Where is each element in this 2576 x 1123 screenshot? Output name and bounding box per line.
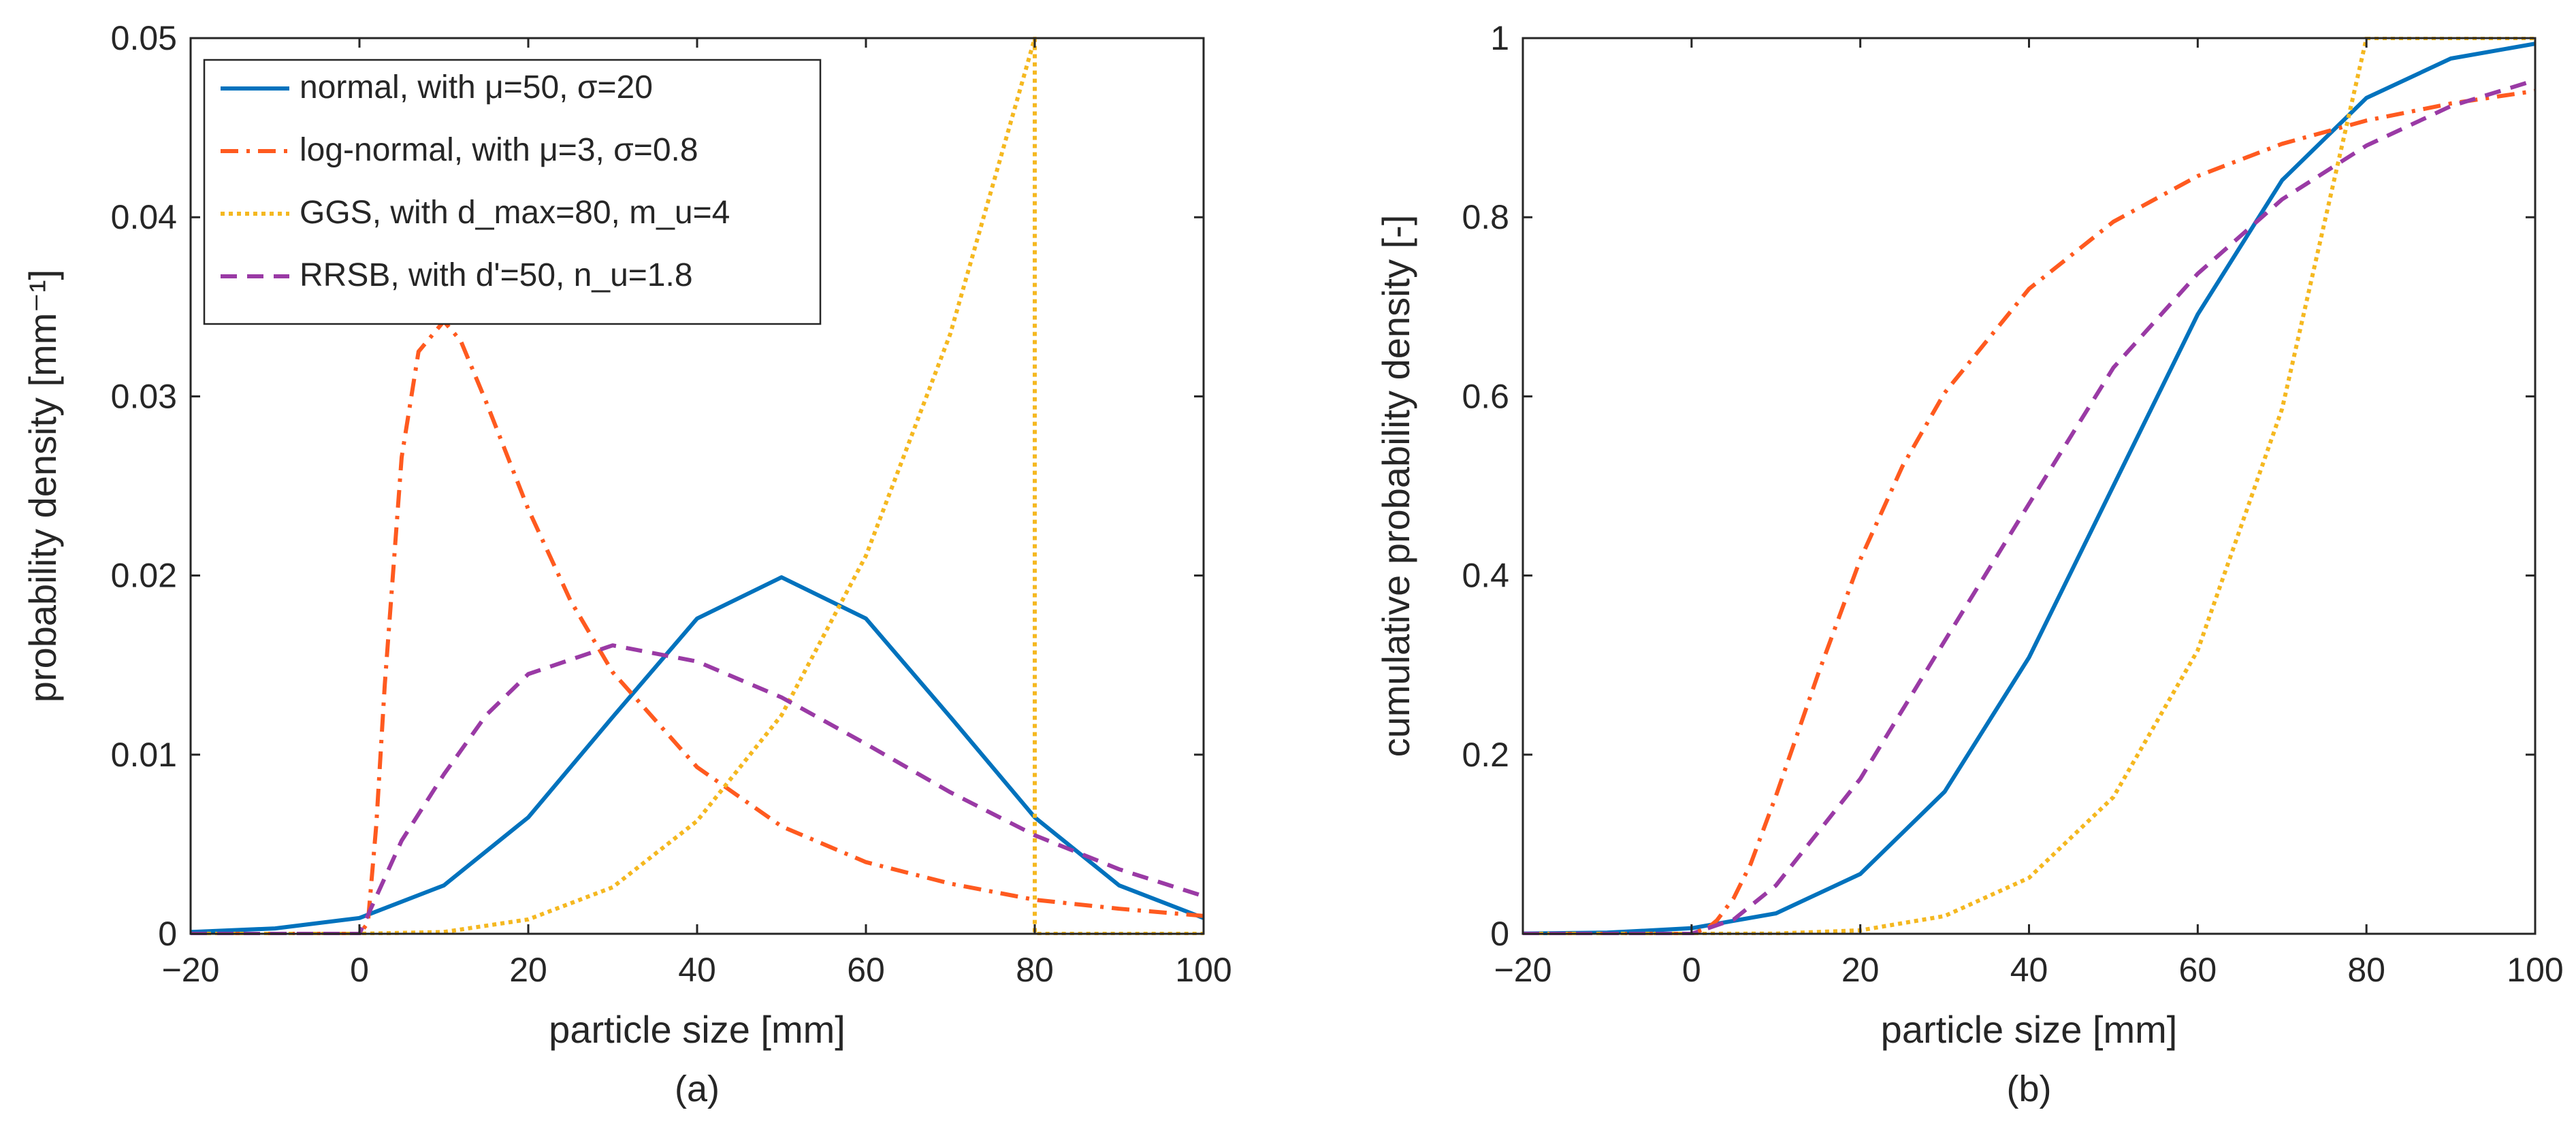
- chart-0-panel: −20 0 20 40 60 80 10000.010.020.030.040.05part…: [21, 19, 1232, 1109]
- chart-0-ytick-label: 0.03: [111, 377, 177, 415]
- chart-0-xtick-label: 0: [350, 951, 369, 989]
- chart-1-ytick-label: 0.8: [1462, 198, 1509, 236]
- chart-1-ytick-label: 0.6: [1462, 377, 1509, 415]
- chart-1-xlabel: particle size [mm]: [1881, 1008, 2178, 1051]
- chart-1-ylabel: cumulative probability density [-]: [1374, 215, 1417, 758]
- chart-1-xtick-label: 60: [2179, 951, 2217, 989]
- chart-1-ytick-label: 0.4: [1462, 557, 1509, 595]
- chart-0-ytick-label: 0.01: [111, 736, 177, 774]
- chart-0-xtick-label: −20: [162, 951, 220, 989]
- chart-0-ylabel: probability density [mm⁻¹]: [21, 270, 64, 702]
- chart-0-legend-label-0: normal, with μ=50, σ=20: [300, 69, 653, 105]
- chart-0-ytick-label: 0: [158, 915, 177, 953]
- chart-1-xtick-label: 40: [2010, 951, 2048, 989]
- chart-0-legend-label-3: RRSB, with d'=50, n_u=1.8: [300, 257, 693, 293]
- chart-0-ytick-label: 0.02: [111, 557, 177, 595]
- chart-1-xtick-label: −20: [1494, 951, 1552, 989]
- chart-0-legend-label-1: log-normal, with μ=3, σ=0.8: [300, 132, 698, 168]
- chart-0-series-3-line: [191, 643, 1204, 935]
- chart-1-series-2-line: [1523, 37, 2535, 935]
- chart-0-xtick-label: 60: [847, 951, 885, 989]
- chart-0-xtick-label: 100: [1175, 951, 1231, 989]
- chart-0-series-1-line: [191, 319, 1204, 935]
- chart-0-legend-label-2: GGS, with d_max=80, m_u=4: [300, 195, 730, 231]
- chart-0-ytick-label: 0.04: [111, 198, 177, 236]
- chart-1-xtick-label: 80: [2347, 951, 2385, 989]
- chart-1-series-3-line: [1523, 78, 2535, 935]
- chart-1-xtick-label: 0: [1682, 951, 1701, 989]
- chart-0-legend-box: [203, 59, 822, 325]
- chart-1-xtick-label: 100: [2507, 951, 2563, 989]
- chart-1-ytick-label: 1: [1490, 19, 1509, 57]
- chart-0-plot-area: [191, 37, 1204, 935]
- chart-1-ytick-label: 0.2: [1462, 736, 1509, 774]
- chart-0-legend: normal, with μ=50, σ=20 log-normal, with …: [203, 59, 822, 325]
- chart-1-xtick-label: 20: [1841, 951, 1880, 989]
- chart-0-series-2-line: [191, 37, 1204, 935]
- chart-0-xtick-label: 40: [678, 951, 716, 989]
- chart-0-panel-label: (a): [675, 1069, 720, 1109]
- chart-1-panel-label: (b): [2007, 1069, 2052, 1109]
- chart-1-series-1-line: [1523, 88, 2535, 935]
- chart-1-ytick-label: 0: [1490, 915, 1509, 953]
- chart-0-xlabel: particle size [mm]: [549, 1008, 846, 1051]
- chart-0-xtick-label: 80: [1016, 951, 1054, 989]
- chart-0-xtick-label: 20: [509, 951, 547, 989]
- chart-0-ytick-label: 0.05: [111, 19, 177, 57]
